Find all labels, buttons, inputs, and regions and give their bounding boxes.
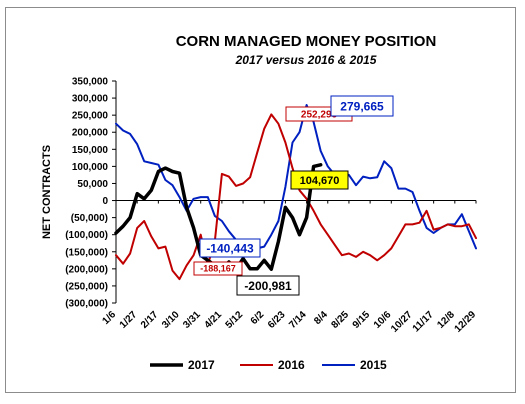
x-tick-label: 1/27 xyxy=(118,309,140,331)
x-tick-label: 1/6 xyxy=(101,309,119,327)
y-tick-label: 250,000 xyxy=(72,111,109,122)
x-tick-label: 6/23 xyxy=(266,309,288,331)
annotation-label: -140,443 xyxy=(206,241,254,255)
y-tick-label: (100,000) xyxy=(65,230,108,241)
series-line-2015 xyxy=(115,104,477,250)
y-tick-label: 300,000 xyxy=(72,94,109,105)
annotation-box xyxy=(330,95,394,117)
x-tick-label: 2/17 xyxy=(139,309,161,331)
x-tick-label: 8/25 xyxy=(330,309,352,331)
y-tick-label: 200,000 xyxy=(72,128,109,139)
legend-label-2015: 2015 xyxy=(360,358,387,372)
annotation-label: -188,167 xyxy=(200,264,236,274)
chart-frame xyxy=(5,7,516,393)
x-tick-label: 3/31 xyxy=(181,309,203,331)
y-tick-label: 350,000 xyxy=(72,77,109,88)
x-tick-label: 11/17 xyxy=(411,309,436,334)
annotation-box xyxy=(199,238,261,258)
annotation-label: 279,665 xyxy=(340,99,384,113)
y-tick-label: (250,000) xyxy=(65,281,108,292)
annotation-label: 252,295 xyxy=(301,110,338,121)
chart-subtitle: 2017 versus 2016 & 2015 xyxy=(235,53,377,67)
chart-title: CORN MANAGED MONEY POSITION xyxy=(176,33,437,50)
y-tick-label: (300,000) xyxy=(65,299,108,310)
x-tick-label: 3/10 xyxy=(160,309,182,331)
x-tick-label: 6/2 xyxy=(249,309,267,327)
y-axis-title: NET CONTRACTS xyxy=(41,145,53,239)
x-tick-label: 5/12 xyxy=(224,309,246,331)
x-tick-label: 12/29 xyxy=(453,309,479,335)
x-tick-label: 9/15 xyxy=(351,309,373,331)
y-tick-label: 50,000 xyxy=(77,179,108,190)
legend: 2017 2016 2015 xyxy=(150,358,387,372)
annotation-box xyxy=(236,275,300,296)
y-tick-label: (150,000) xyxy=(65,247,108,258)
x-tick-label: 4/21 xyxy=(202,309,224,331)
annotation-box xyxy=(193,261,243,276)
y-tick-label: 100,000 xyxy=(72,162,109,173)
y-tick-label: 150,000 xyxy=(72,145,109,156)
y-tick-label: (50,000) xyxy=(71,213,108,224)
annotation-label: 104,670 xyxy=(300,175,340,187)
plot-area: 350,000 300,000 250,000 200,000 150,000 100,0… xyxy=(65,77,478,335)
annotation-box xyxy=(290,170,349,190)
y-tick-label: 0 xyxy=(102,196,108,207)
x-tick-label: 10/27 xyxy=(389,309,415,335)
legend-label-2016: 2016 xyxy=(278,358,305,372)
x-tick-label: 8/4 xyxy=(312,309,330,327)
annotation-label: -200,981 xyxy=(244,279,292,293)
y-tick-label: (200,000) xyxy=(65,264,108,275)
legend-label-2017: 2017 xyxy=(188,358,215,372)
x-tick-label: 7/14 xyxy=(287,309,309,331)
